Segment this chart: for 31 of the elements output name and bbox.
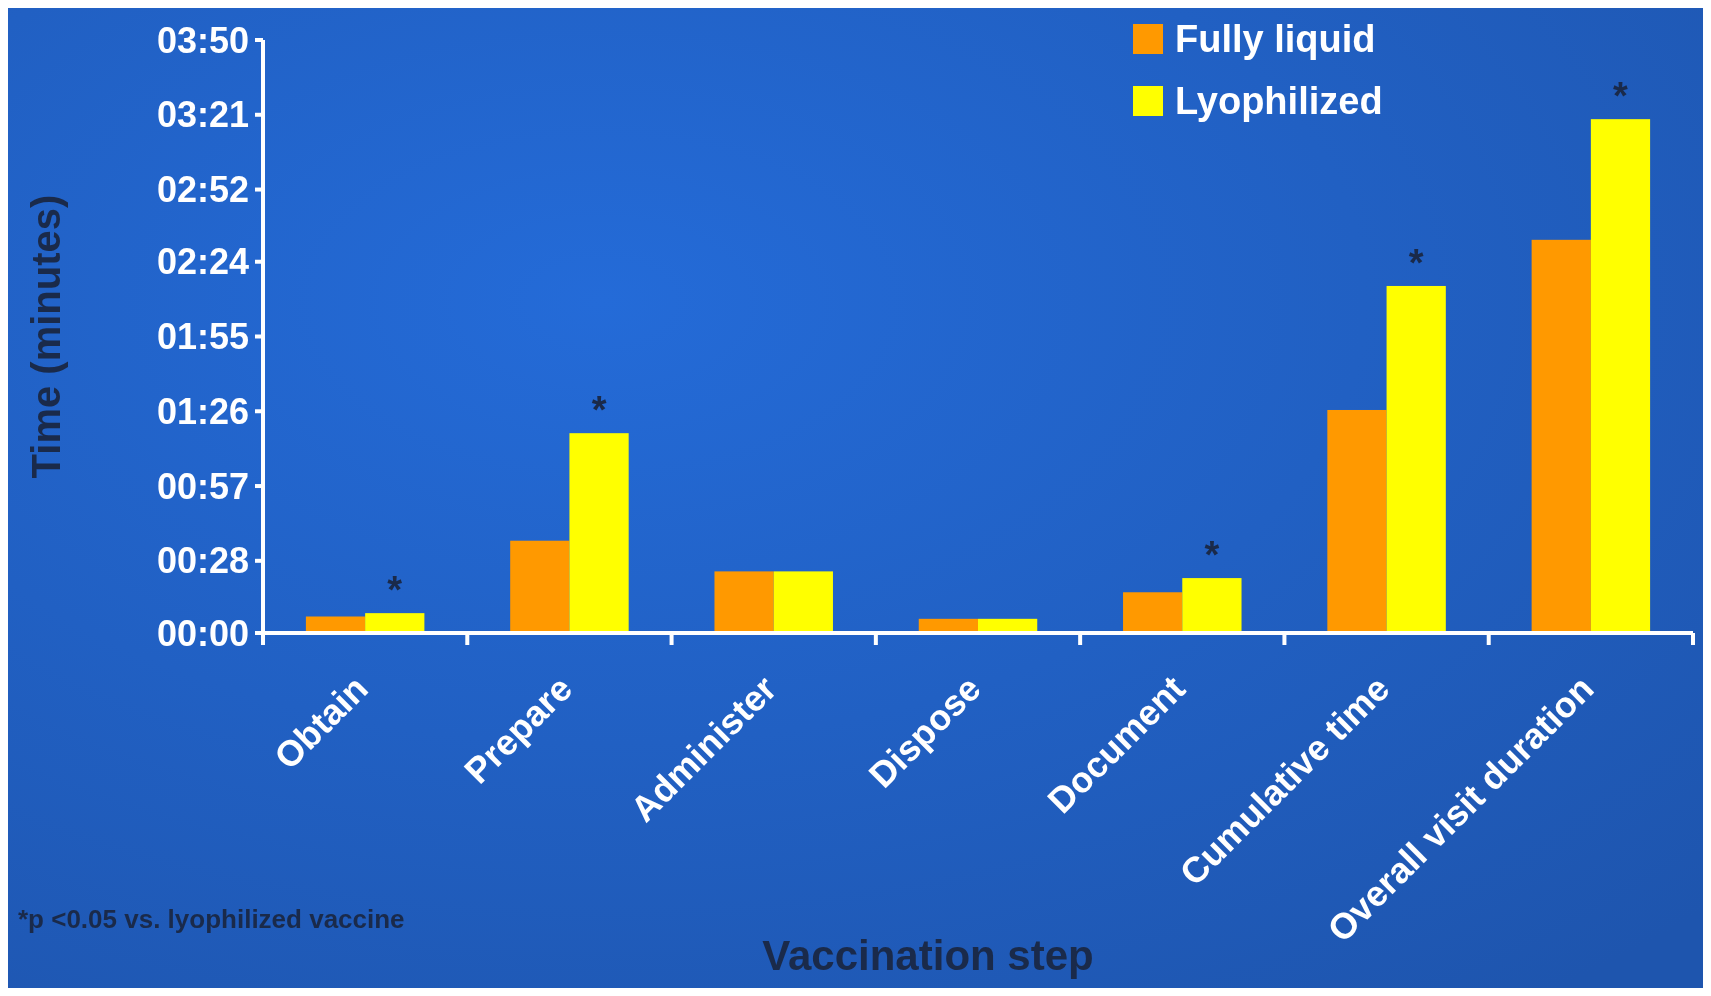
y-tick-label: 00:00 <box>156 612 249 654</box>
y-tick-label: 00:28 <box>156 540 249 582</box>
annotation: * <box>1408 241 1424 284</box>
annotation: * <box>1613 75 1629 118</box>
y-tick-label: 03:50 <box>156 19 249 61</box>
bar <box>1590 119 1651 633</box>
annotation: * <box>1204 534 1220 577</box>
text: *p <0.05 vs. lyophilized vaccine <box>18 904 405 934</box>
y-tick-label: 02:24 <box>156 241 249 283</box>
y-tick-label: 01:26 <box>156 390 249 432</box>
bar <box>714 571 774 633</box>
x-axis-title: Vaccination step <box>762 932 1094 979</box>
y-tick-label: 03:21 <box>156 94 249 136</box>
bar <box>510 540 570 633</box>
bar <box>1386 285 1446 633</box>
y-tick-label: 01:55 <box>156 316 249 358</box>
legend-label: Lyophilized <box>1175 80 1383 123</box>
legend-label: Fully liquid <box>1175 18 1376 61</box>
bar <box>569 433 629 633</box>
y-tick-label: 02:52 <box>156 169 249 211</box>
bar <box>1531 239 1591 633</box>
bar <box>1182 578 1242 633</box>
y-axis-title: Time (minutes) <box>24 194 68 479</box>
bar <box>365 613 425 633</box>
annotation: * <box>387 569 403 612</box>
bar <box>773 571 833 633</box>
annotation: * <box>591 389 607 432</box>
y-tick-label: 00:57 <box>156 465 249 507</box>
bar <box>305 616 366 633</box>
bar <box>1327 409 1387 633</box>
bar <box>1123 592 1183 633</box>
